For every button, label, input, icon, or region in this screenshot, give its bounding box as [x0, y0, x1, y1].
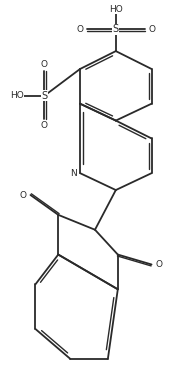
- Text: S: S: [41, 91, 47, 101]
- Text: HO: HO: [109, 5, 123, 14]
- Text: O: O: [77, 25, 84, 34]
- Text: O: O: [148, 25, 155, 34]
- Text: O: O: [41, 121, 48, 130]
- Text: S: S: [113, 24, 119, 34]
- Text: O: O: [156, 260, 163, 269]
- Text: O: O: [19, 191, 26, 200]
- Text: N: N: [70, 169, 77, 178]
- Text: O: O: [41, 60, 48, 69]
- Text: HO: HO: [10, 91, 23, 100]
